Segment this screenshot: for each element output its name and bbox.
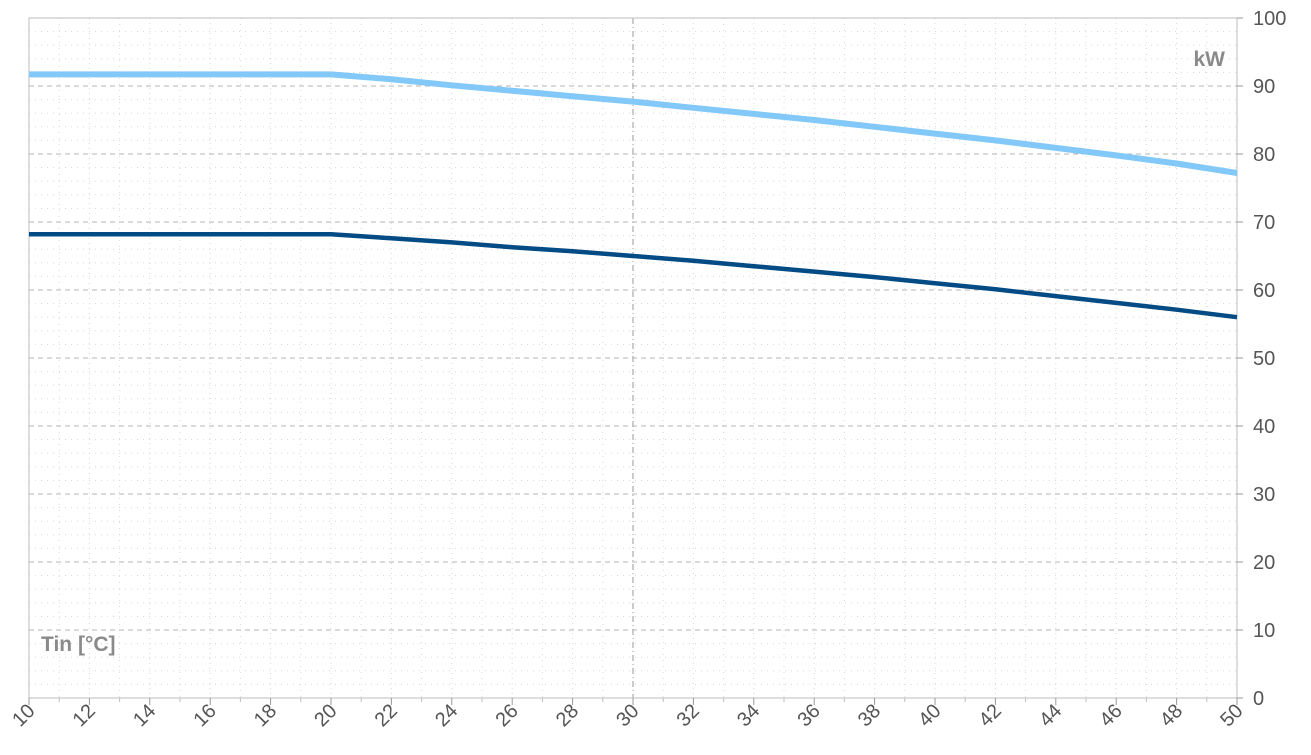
- x-tick-label: 20: [310, 700, 341, 731]
- x-tick-label: 18: [250, 700, 281, 731]
- x-tick-label: 16: [189, 700, 220, 731]
- x-tick-label: 28: [552, 700, 583, 731]
- y-tick-label: 80: [1253, 144, 1275, 166]
- x-axis-title: Tin [°C]: [41, 633, 116, 656]
- x-tick-label: 24: [431, 700, 462, 731]
- y-tick-label: 30: [1253, 484, 1275, 506]
- x-tick-label: 46: [1095, 700, 1126, 731]
- x-tick-label: 14: [129, 700, 160, 731]
- x-tick-label: 48: [1156, 700, 1187, 731]
- series-line-2: [29, 231, 1238, 320]
- x-tick-label: 50: [1216, 700, 1247, 731]
- x-tick-label: 38: [854, 700, 885, 731]
- x-tick-label: 40: [914, 700, 945, 731]
- y-axis-unit-label: kW: [1194, 48, 1226, 71]
- x-tick-label: 10: [8, 700, 39, 731]
- x-tick-label: 34: [733, 700, 764, 731]
- series-line-1: [29, 71, 1238, 176]
- x-tick-label: 12: [69, 700, 100, 731]
- y-tick-label: 10: [1253, 620, 1275, 642]
- series-layer: [29, 71, 1238, 320]
- y-tick-label: 0: [1253, 688, 1264, 710]
- x-tick-label: 36: [793, 700, 824, 731]
- y-tick-label: 20: [1253, 552, 1275, 574]
- x-tick-label: 32: [673, 700, 704, 731]
- x-tick-label: 30: [612, 700, 643, 731]
- y-tick-label: 60: [1253, 280, 1275, 302]
- y-tick-label: 70: [1253, 212, 1275, 234]
- x-tick-label: 42: [975, 700, 1006, 731]
- axes: 10 12 14 16 18 20 22 24 26 28 30 32 34 36 38 40 42 44 46 48…: [8, 8, 1286, 731]
- y-tick-label: 50: [1253, 348, 1275, 370]
- x-tick-label: 26: [491, 700, 522, 731]
- x-tick-label: 44: [1035, 700, 1066, 731]
- y-tick-label: 90: [1253, 76, 1275, 98]
- x-tick-label: 22: [371, 700, 402, 731]
- grid: [29, 18, 1237, 698]
- y-tick-label: 40: [1253, 416, 1275, 438]
- y-tick-label: 100: [1253, 8, 1286, 30]
